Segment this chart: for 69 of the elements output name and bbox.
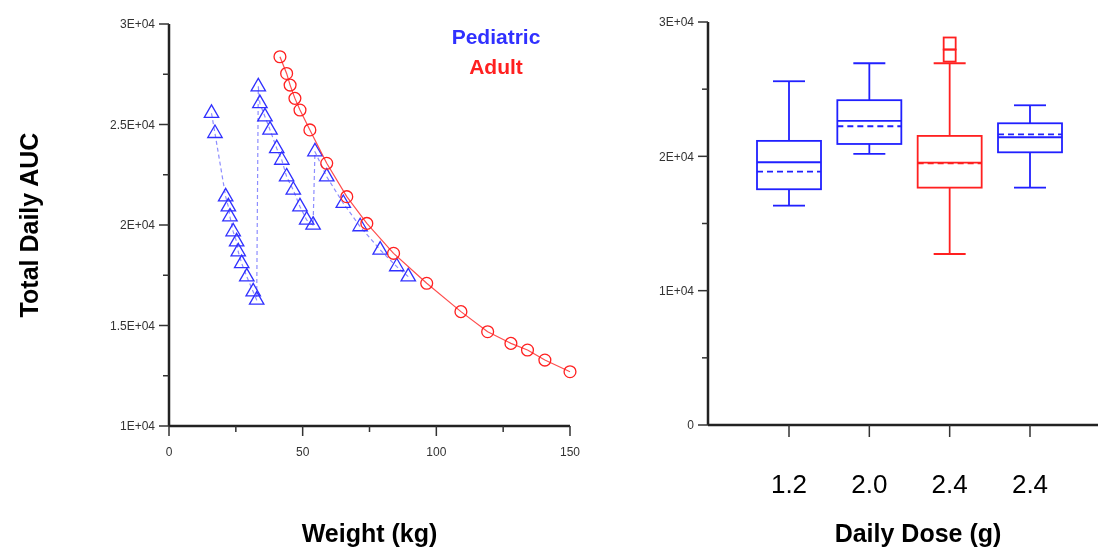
point (504, 336, 518, 350)
point (320, 156, 334, 170)
point (318, 167, 335, 182)
y-tick-label: 2.5E+04 (109, 117, 156, 132)
point (386, 246, 401, 260)
point (298, 211, 315, 225)
point (233, 254, 250, 269)
point (222, 207, 238, 222)
point (283, 78, 297, 92)
point (292, 197, 308, 212)
x-tick-label: 0 (165, 445, 173, 459)
point (268, 139, 285, 154)
point (217, 187, 234, 202)
point (273, 50, 287, 64)
point (388, 257, 405, 272)
x-tick-label: 2.0 (851, 469, 888, 499)
text: Adult (469, 55, 523, 78)
y-axis-title: Total Daily AUC (15, 132, 43, 318)
point (454, 305, 468, 319)
point (303, 123, 317, 137)
point (335, 194, 352, 209)
point (420, 276, 434, 290)
point (252, 94, 268, 109)
point (262, 120, 278, 135)
point (230, 242, 247, 257)
x-tick-label: 150 (559, 445, 581, 459)
y-tick-label: 2E+04 (658, 149, 695, 164)
point (563, 365, 577, 379)
x-axis-title: Weight (kg) (301, 519, 438, 547)
point (257, 107, 273, 122)
y-tick-label: 3E+04 (119, 17, 156, 32)
y-tick-label: 1.5E+04 (109, 318, 156, 333)
y-tick-label: 0 (687, 418, 695, 433)
point (203, 104, 220, 119)
point (285, 181, 302, 195)
x-tick-label: 50 (295, 445, 310, 459)
point (307, 142, 323, 157)
point (372, 240, 389, 255)
point (538, 353, 552, 367)
y-tick-label: 1E+04 (658, 283, 695, 298)
x-tick-label: 2.4 (931, 469, 968, 499)
point (228, 232, 245, 247)
y-tick-label: 2E+04 (119, 218, 156, 233)
point (238, 267, 255, 282)
point (273, 151, 290, 165)
y-tick-label: 3E+04 (658, 15, 695, 30)
point (352, 217, 368, 232)
point (280, 66, 294, 80)
point (207, 124, 223, 139)
x-tick-label: 2.4 (1011, 469, 1049, 499)
point (288, 91, 302, 105)
point (248, 291, 265, 305)
x-tick-label: 100 (426, 445, 447, 459)
point (360, 216, 374, 230)
text: Pediatric (451, 25, 541, 48)
point (481, 325, 495, 339)
point (305, 216, 321, 230)
point (520, 343, 535, 357)
x-axis-title: Daily Dose (g) (834, 519, 1002, 547)
point (250, 77, 267, 92)
y-tick-label: 1E+04 (119, 419, 156, 434)
point (400, 267, 417, 282)
point (225, 222, 242, 237)
point (293, 103, 307, 117)
point (220, 197, 237, 212)
x-tick-label: 1.2 (770, 469, 808, 499)
point (245, 282, 262, 297)
point (340, 190, 354, 204)
point (278, 167, 295, 182)
